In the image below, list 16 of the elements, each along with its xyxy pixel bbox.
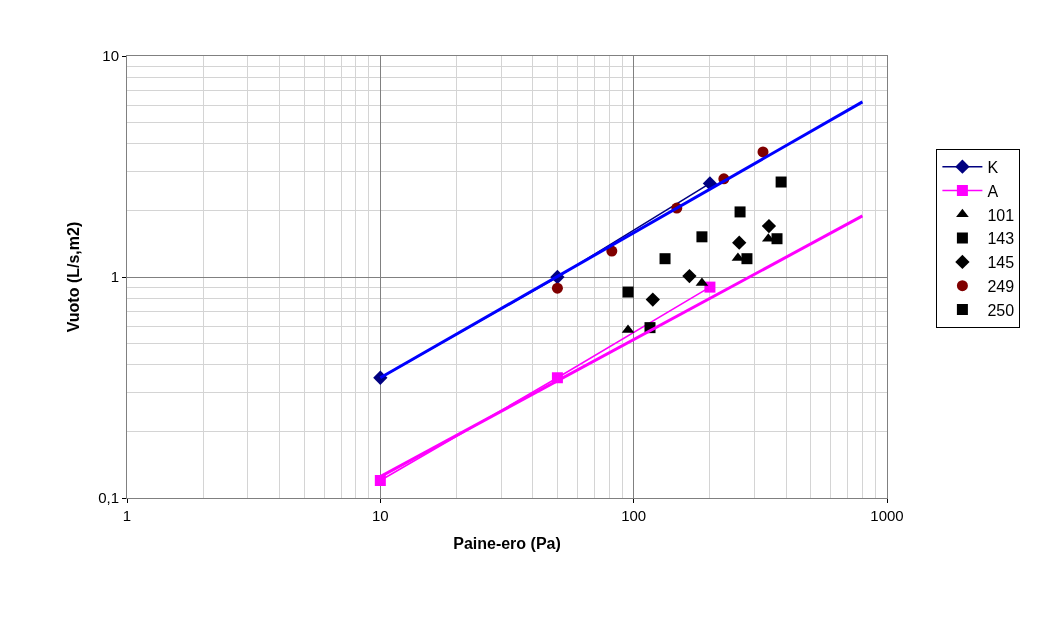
y-tick-label: 0,1 xyxy=(98,489,119,507)
legend-label: K xyxy=(987,158,999,176)
y-tick-label: 10 xyxy=(102,47,119,65)
legend-label: 101 xyxy=(987,206,1015,224)
legend-label: 250 xyxy=(987,301,1015,319)
y-axis-title: Vuoto (L/s,m2) xyxy=(65,221,83,333)
x-tick-label: 10 xyxy=(371,507,389,524)
y-tick-label: 1 xyxy=(110,268,119,286)
x-tick-label: 1000 xyxy=(870,507,904,524)
legend-label: A xyxy=(987,182,999,200)
legend-label: 145 xyxy=(987,254,1015,272)
legend-label: 143 xyxy=(987,230,1015,248)
x-tick-label: 100 xyxy=(621,507,647,524)
legend-label: 249 xyxy=(987,277,1015,295)
x-axis-title: Paine-ero (Pa) xyxy=(453,534,561,552)
x-tick-label: 1 xyxy=(122,507,132,524)
